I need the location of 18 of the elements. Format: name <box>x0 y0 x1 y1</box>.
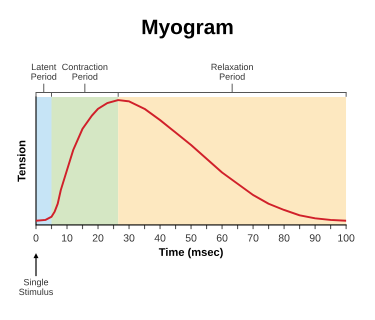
x-tick-label: 0 <box>34 234 38 242</box>
band-label: Contraction Period <box>62 63 108 80</box>
x-tick-label: 20 <box>92 234 104 242</box>
x-tick-label: 70 <box>248 234 258 242</box>
text: Single Stimulus <box>19 278 53 296</box>
x-tick-label: 90 <box>310 234 320 242</box>
band-label: Latent Period <box>31 64 56 80</box>
x-tick-label: 30 <box>124 234 134 242</box>
chart-title: Myogram <box>142 20 233 39</box>
x-tick-label: 60 <box>216 234 228 242</box>
x-tick-label: 40 <box>154 234 166 242</box>
x-tick-label: 80 <box>278 234 290 242</box>
x-tick-label: 10 <box>62 234 72 242</box>
band-label: Relaxation Period <box>212 63 253 80</box>
x-tick-label: 100 <box>338 234 354 242</box>
y-axis-title: Tension <box>17 140 26 182</box>
x-tick-label: 50 <box>186 234 196 242</box>
x-axis-title: Time (msec) <box>158 248 223 258</box>
